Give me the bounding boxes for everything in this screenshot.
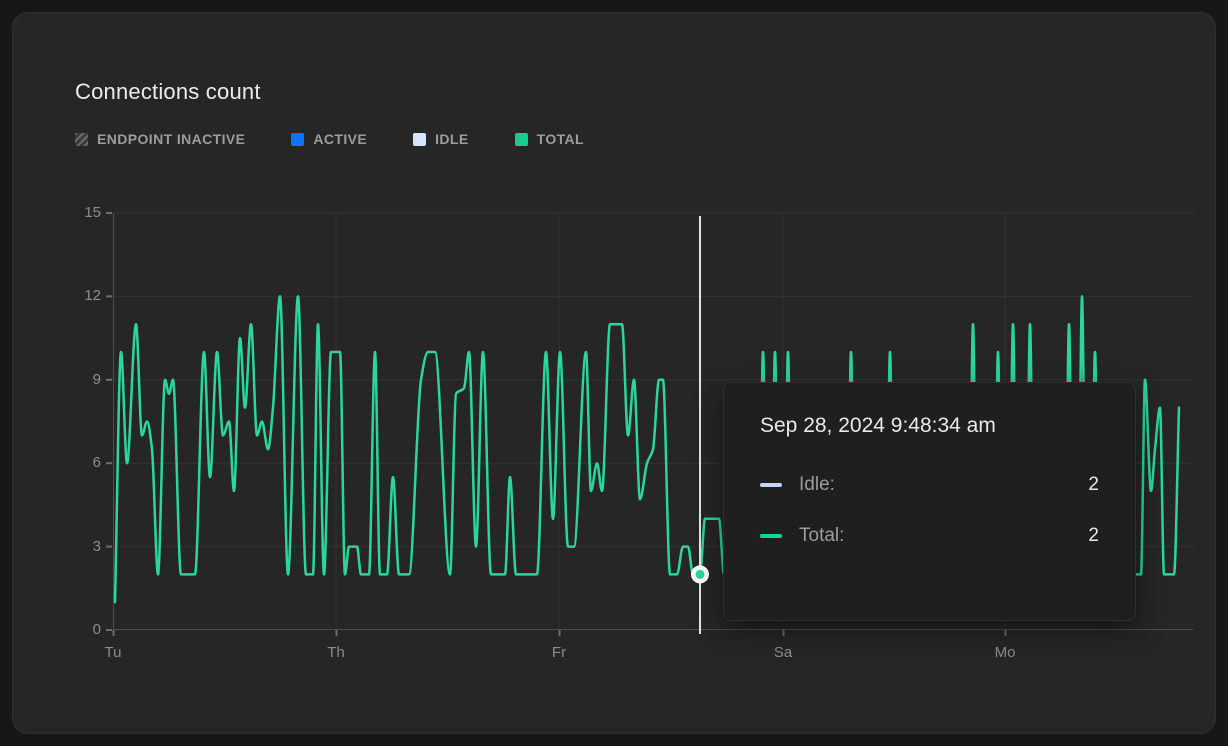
x-axis-label-th: Th: [327, 644, 345, 661]
tooltip-idle-value: 2: [1088, 474, 1099, 495]
tooltip-row-total: Total: 2: [760, 525, 1099, 547]
legend-item-idle[interactable]: IDLE: [413, 131, 469, 147]
active-color-swatch-icon: [291, 132, 305, 146]
x-axis-label-mo: Mo: [994, 644, 1016, 661]
idle-color-swatch-icon: [413, 132, 427, 146]
y-axis-label-12: 12: [84, 287, 101, 304]
chart-legend: ENDPOINT INACTIVE ACTIVE IDLE TOTAL: [75, 131, 584, 147]
legend-item-total[interactable]: TOTAL: [514, 131, 584, 147]
tooltip-idle-label: Idle:: [799, 474, 835, 495]
total-color-swatch-icon: [514, 132, 528, 146]
y-axis-label-15: 15: [84, 204, 101, 221]
y-axis-label-0: 0: [92, 621, 101, 638]
x-axis-label-fr: Fr: [551, 644, 567, 661]
chart-title: Connections count: [75, 79, 261, 104]
y-axis-label-9: 9: [92, 371, 101, 388]
chart-tooltip: Sep 28, 2024 9:48:34 am Idle: 2 Total: 2: [723, 382, 1136, 621]
legend-label: ACTIVE: [313, 131, 368, 147]
tooltip-total-label: Total:: [799, 525, 845, 546]
legend-item-active[interactable]: ACTIVE: [291, 131, 367, 147]
legend-label: TOTAL: [536, 131, 584, 147]
tooltip-total-value: 2: [1088, 525, 1099, 546]
connections-count-card: Connections count ENDPOINT INACTIVE ACTI…: [12, 12, 1216, 734]
legend-label: ENDPOINT INACTIVE: [97, 131, 246, 147]
legend-item-endpoint-inactive[interactable]: ENDPOINT INACTIVE: [75, 131, 245, 147]
x-axis-label-sa: Sa: [773, 644, 793, 661]
tooltip-timestamp: Sep 28, 2024 9:48:34 am: [760, 414, 996, 437]
x-axis-label-tu: Tu: [104, 644, 122, 661]
total-line-swatch-icon: [760, 534, 782, 538]
endpoint-inactive-hatched-swatch-icon: [75, 132, 88, 146]
idle-line-swatch-icon: [760, 483, 782, 487]
legend-label: IDLE: [435, 131, 469, 147]
y-axis-label-6: 6: [92, 454, 101, 471]
y-axis-label-3: 3: [92, 538, 101, 555]
tooltip-row-idle: Idle: 2: [760, 474, 1099, 496]
